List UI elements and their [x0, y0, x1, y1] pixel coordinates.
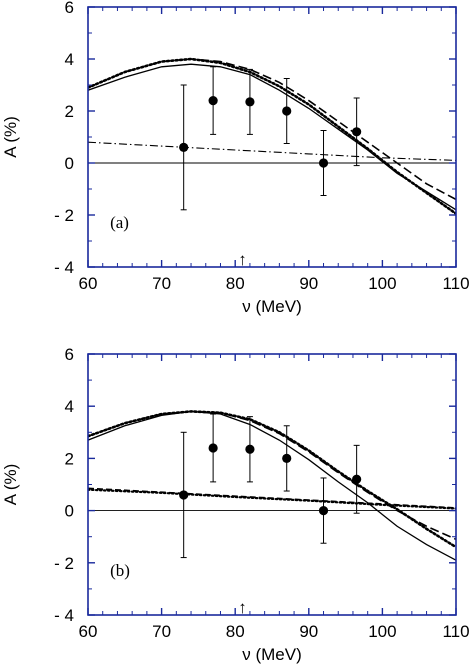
data-point — [245, 444, 255, 454]
y-tick-label: 6 — [65, 345, 74, 364]
data-point — [282, 453, 292, 463]
plot-frame — [87, 353, 457, 616]
y-tick-label: 4 — [65, 50, 74, 69]
arrow-up-icon: ↑ — [238, 598, 247, 617]
data-point — [352, 474, 362, 484]
arrow-up-icon: ↑ — [238, 250, 247, 269]
panel-label: (b) — [110, 561, 130, 580]
x-tick-label: 110 — [442, 274, 469, 293]
x-tick-label: 70 — [152, 622, 171, 641]
y-axis-title: A (%) — [1, 116, 20, 158]
y-tick-label: - 4 — [54, 258, 74, 277]
data-point — [318, 506, 329, 516]
y-tick-label: 2 — [65, 449, 74, 468]
y-tick-label: 4 — [65, 397, 74, 416]
y-axis-title: A (%) — [1, 464, 20, 506]
data-point — [179, 142, 189, 152]
x-tick-label: 100 — [368, 622, 396, 641]
data-point — [318, 158, 329, 168]
x-tick-label: 110 — [442, 622, 469, 641]
x-axis-title: ν (MeV) — [242, 645, 302, 664]
x-tick-label: 80 — [226, 274, 245, 293]
data-point — [245, 97, 255, 107]
series-line-dotted-flat — [88, 488, 456, 510]
x-tick-label: 90 — [299, 274, 318, 293]
series-line-dashdot — [88, 141, 456, 161]
y-tick-label: 2 — [65, 102, 74, 121]
y-tick-label: - 2 — [54, 554, 74, 573]
panel-label: (a) — [110, 213, 129, 232]
plot-frame — [87, 6, 457, 268]
series-line-solid — [88, 63, 456, 211]
y-tick-label: - 4 — [54, 606, 74, 625]
series-line-dotted — [88, 410, 456, 549]
x-tick-label: 70 — [152, 274, 171, 293]
y-tick-label: - 2 — [54, 206, 74, 225]
chart-panel-b: 60 70 80 90 100 110 - 4 - 2 0 2 4 6 ν (MeV) A (%) (b) ↑ — [1, 345, 470, 664]
series-line-dashed — [88, 410, 456, 541]
series-line-dashed — [88, 58, 456, 201]
y-tick-label: 0 — [65, 154, 74, 173]
y-tick-label: 0 — [65, 502, 74, 521]
y-tick-label: 6 — [65, 0, 74, 17]
series-line-dotted — [88, 57, 456, 215]
x-tick-label: 90 — [299, 622, 318, 641]
data-point — [282, 106, 292, 116]
x-tick-label: 60 — [79, 622, 98, 641]
data-point — [179, 490, 189, 500]
x-tick-label: 100 — [368, 274, 396, 293]
x-tick-label: 80 — [226, 622, 245, 641]
data-point — [208, 443, 218, 453]
series-line-solid — [88, 410, 456, 561]
x-tick-label: 60 — [79, 274, 98, 293]
data-point — [208, 96, 218, 106]
chart-panel-a: 60 70 80 90 100 110 - 4 - 2 0 2 4 6 ν (MeV) A (%) (a) ↑ — [1, 0, 470, 316]
x-axis-title: ν (MeV) — [242, 297, 302, 316]
data-point — [352, 127, 362, 137]
